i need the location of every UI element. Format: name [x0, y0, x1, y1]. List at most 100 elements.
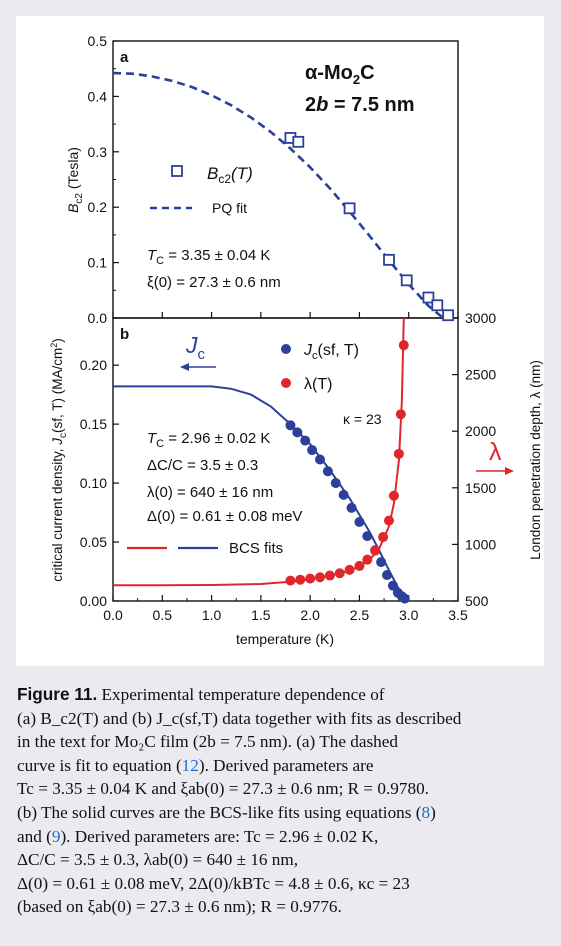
panel-a-title: α-Mo2C: [305, 62, 375, 87]
panel-a-ylabel: Bc2 (Tesla): [65, 147, 85, 213]
lambda-data-point: [344, 564, 355, 575]
jc-data-point: [307, 445, 318, 456]
caption-line-2: (a) B_c2(T) and (b) J_c(sf,T) data toget…: [17, 708, 462, 728]
caption-line-10: (based on ξab(0) = 27.3 ± 0.6 nm); R = 0…: [17, 897, 342, 917]
equation-link-9[interactable]: 9: [51, 826, 61, 846]
panel-b-axis-ticks: 0.0 0.5 1.0 1.5 2.0 2.5 3.0 3.5 0.00 0.05 0.10 0.15…: [80, 310, 497, 623]
caption-line-8: ΔC/C = 3.5 ± 0.3, λab(0) = 640 ± 16 nm,: [17, 850, 299, 870]
jc-data-point: [322, 466, 333, 477]
panel-b-dc: ΔC/C = 3.5 ± 0.3: [147, 457, 258, 474]
panel-a-letter: a: [120, 49, 129, 66]
legend-pq-label: PQ fit: [212, 200, 247, 216]
bc2-data-point: [422, 291, 435, 304]
panel-a-ytick-label: 0.4: [88, 88, 108, 104]
jc-data-point: [300, 435, 311, 446]
caption-line-1: Figure 11. Experimental temperature depe…: [17, 684, 385, 704]
panel-a-ytick-label: 0.3: [88, 144, 108, 160]
lambda-data-point: [334, 568, 345, 579]
panel-a-ytick-label: 0.0: [88, 310, 108, 326]
bc2-data-point: [292, 135, 305, 148]
legend-jc-label: Jc(sf, T): [303, 342, 359, 362]
panel-a-xi: ξ(0) = 27.3 ± 0.6 nm: [147, 274, 281, 291]
panel-b-xtick-label: 0.5: [153, 607, 173, 623]
panel-a-axis-ticks: 0.0 0.1 0.2 0.3 0.4 0.5: [88, 33, 459, 326]
jc-data-point: [399, 593, 410, 604]
legend-bc2-label: Bc2(T): [207, 164, 253, 186]
jc-data-point: [387, 580, 398, 591]
legend-lambda-label: λ(T): [304, 376, 332, 393]
panel-b-right-ytick-label: 1500: [465, 480, 496, 496]
panel-b-ylabel: critical current density, Jc(sf, T) (MA/…: [49, 338, 69, 582]
jc-data-point: [354, 516, 365, 527]
jc-data-point: [362, 531, 373, 542]
bc2-data-point: [442, 309, 455, 322]
panel-b-right-ytick-label: 2000: [465, 423, 496, 439]
jc-arrow-label: Jc: [185, 332, 206, 363]
lambda-arrow-label: λ: [489, 438, 502, 466]
panel-b-lambda0: λ(0) = 640 ± 16 nm: [147, 484, 273, 501]
panel-b-ytick-label: 0.00: [80, 593, 107, 609]
data-points: [284, 132, 455, 604]
lambda-data-point: [305, 573, 316, 584]
legend-lambda-marker: [281, 378, 291, 388]
panel-a-subtitle: 2b = 7.5 nm: [305, 94, 415, 116]
panel-b-ytick-label: 0.20: [80, 357, 107, 373]
caption-line-6: (b) The solid curves are the BCS-like fi…: [17, 802, 436, 822]
panel-b-xtick-label: 2.5: [350, 607, 370, 623]
panel-b-xtick-label: 2.0: [300, 607, 320, 623]
panel-a-ytick-label: 0.1: [88, 255, 108, 271]
lambda-data-point: [378, 532, 389, 543]
jc-data-point: [338, 489, 349, 500]
bc2-data-point: [383, 253, 395, 266]
panel-b-xtick-label: 1.0: [202, 607, 222, 623]
lambda-data-point: [362, 554, 373, 565]
panel-b-right-ytick-label: 500: [465, 593, 489, 609]
lambda-data-point: [354, 560, 365, 571]
lambda-data-point: [324, 570, 335, 581]
bc2-data-point: [400, 274, 413, 287]
panel-b-xtick-label: 3.0: [399, 607, 419, 623]
lambda-data-point: [393, 448, 404, 459]
jc-data-point: [346, 502, 357, 513]
panel-a-tc: TC = 3.35 ± 0.04 K: [147, 247, 270, 267]
jc-data-point: [285, 420, 296, 431]
lambda-data-point: [398, 340, 409, 351]
lambda-data-point: [285, 575, 296, 586]
caption-line-7: and (9). Derived parameters are: Tc = 2.…: [17, 826, 379, 846]
jc-arrow-head: [180, 363, 189, 371]
jc-data-point: [330, 478, 341, 489]
panel-b-xtick-label: 1.5: [251, 607, 271, 623]
lambda-data-point: [388, 490, 399, 501]
panel-b-delta0: Δ(0) = 0.61 ± 0.08 meV: [147, 508, 302, 525]
lambda-arrow-head: [505, 467, 514, 475]
jc-data-point: [292, 427, 303, 438]
panel-b-ytick-label: 0.15: [80, 416, 107, 432]
xlabel: temperature (K): [236, 631, 334, 647]
lambda-data-point: [295, 574, 306, 585]
panel-b-ytick-label: 0.05: [80, 534, 107, 550]
bc2-data-point: [343, 202, 356, 215]
panel-b-right-ytick-label: 1000: [465, 536, 496, 552]
kappa-label: κ = 23: [343, 411, 382, 427]
lambda-data-point: [315, 572, 325, 583]
lambda-data-point: [370, 545, 381, 556]
figure-chart: 0.0 0.1 0.2 0.3 0.4 0.5 0.0 0.5 1.0 1.5 2.0 2.5 3.0…: [16, 16, 544, 666]
lambda-data-point: [384, 515, 394, 526]
figure-caption: Figure 11. Experimental temperature depe…: [17, 683, 549, 919]
equation-link-8[interactable]: 8: [421, 802, 431, 822]
lambda-data-point: [395, 409, 406, 420]
panel-a-ytick-label: 0.2: [88, 199, 108, 215]
panel-b-tc: TC = 2.96 ± 0.02 K: [147, 430, 270, 450]
caption-line-4: curve is fit to equation (12). Derived p…: [17, 755, 374, 775]
panel-b-ylabel-right: London penetration depth, λ (nm): [528, 360, 543, 560]
caption-line-9: Δ(0) = 0.61 ± 0.08 meV, 2Δ(0)/kBTc = 4.8…: [17, 873, 410, 893]
panel-a-ytick-label: 0.5: [88, 33, 108, 49]
panel-b-xtick-label: 0.0: [103, 607, 123, 623]
jc-data-point: [376, 557, 387, 568]
panel-b-xtick-label: 3.5: [448, 607, 468, 623]
panel-b-right-ytick-label: 2500: [465, 367, 496, 383]
panel-b-ytick-label: 0.10: [80, 475, 107, 491]
equation-link-12[interactable]: 12: [181, 755, 199, 775]
panel-b-letter: b: [120, 326, 129, 343]
jc-data-point: [382, 570, 393, 581]
